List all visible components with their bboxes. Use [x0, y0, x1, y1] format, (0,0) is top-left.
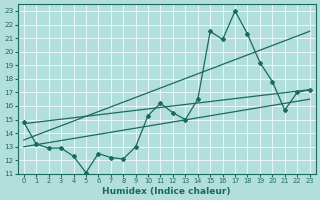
X-axis label: Humidex (Indice chaleur): Humidex (Indice chaleur) — [102, 187, 231, 196]
